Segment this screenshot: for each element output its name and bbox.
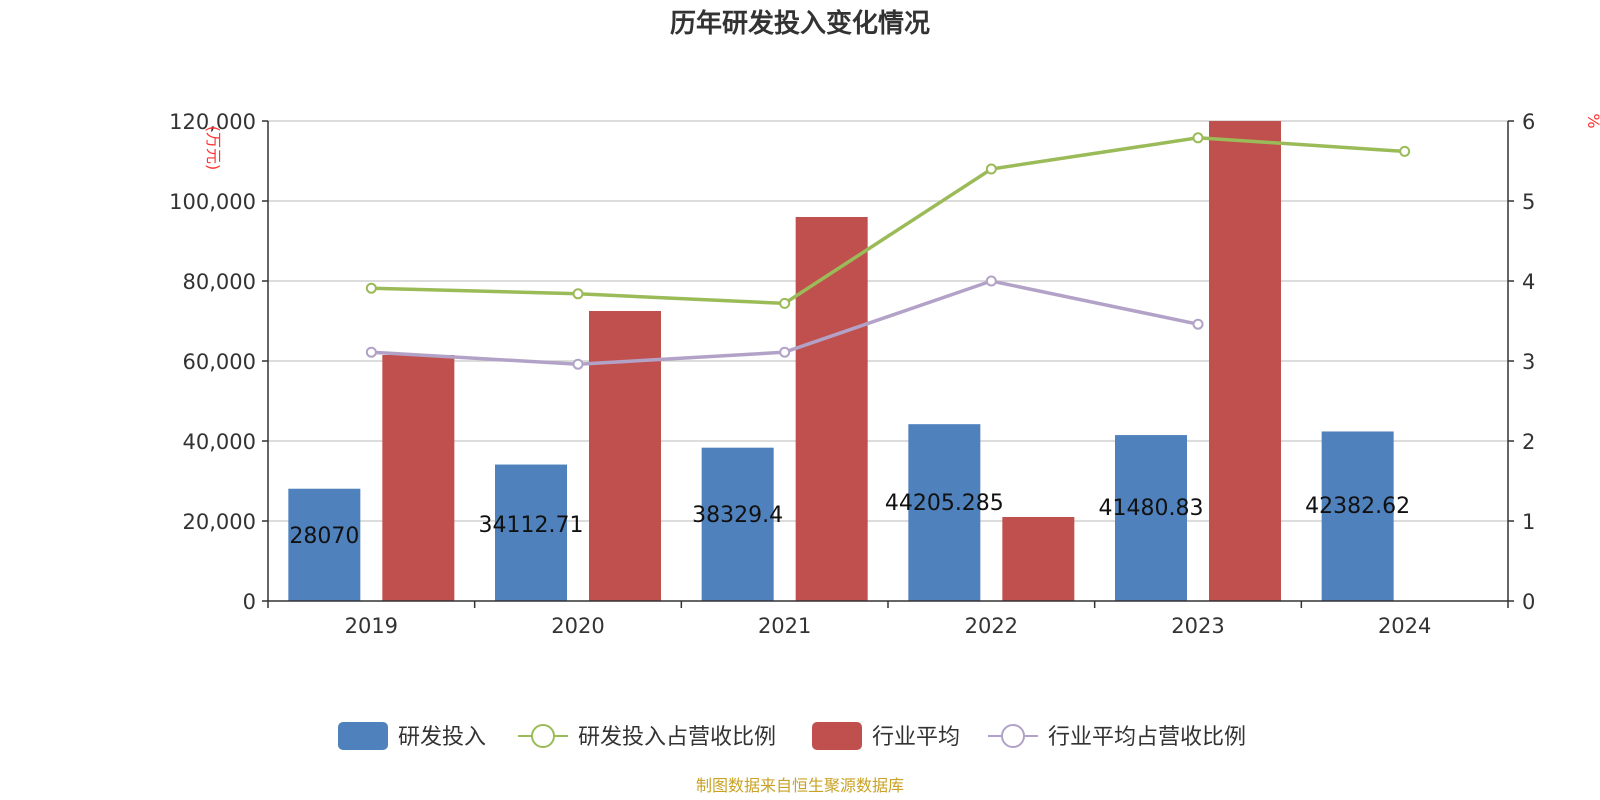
bar-data-label: 28070 — [289, 524, 359, 549]
point-行业平均占营收比例 — [985, 275, 997, 287]
legend-label: 行业平均 — [872, 725, 960, 750]
point-研发投入占营收比例 — [1399, 145, 1411, 157]
legend-label: 研发投入占营收比例 — [578, 725, 776, 750]
y-left-tick-label: 80,000 — [183, 270, 256, 294]
bar-行业平均 — [382, 355, 455, 601]
bar-研发投入 — [1321, 431, 1394, 601]
bar-data-label: 42382.62 — [1305, 494, 1410, 519]
point-研发投入占营收比例 — [365, 282, 377, 294]
y-right-tick-label: 2 — [1522, 430, 1535, 454]
bar-行业平均 — [1209, 121, 1281, 601]
legend-swatch — [812, 722, 862, 750]
x-tick-label: 2022 — [965, 614, 1018, 638]
y-right-tick-label: 0 — [1522, 590, 1535, 614]
y-right-tick-label: 6 — [1522, 110, 1535, 134]
y-left-tick-label: 20,000 — [183, 510, 256, 534]
y-right-tick-label: 3 — [1522, 350, 1535, 374]
x-tick-label: 2020 — [551, 614, 604, 638]
bar-研发投入 — [701, 447, 774, 601]
y-left-tick-label: 60,000 — [183, 350, 256, 374]
bars — [288, 121, 1394, 601]
y-left-tick-label: 100,000 — [169, 190, 256, 214]
point-行业平均占营收比例 — [365, 346, 377, 358]
bar-研发投入 — [288, 488, 361, 601]
bar-data-label: 34112.71 — [479, 513, 584, 538]
y-right-tick-label: 4 — [1522, 270, 1535, 294]
legend-label: 研发投入 — [398, 725, 486, 750]
y-left-tick-label: 40,000 — [183, 430, 256, 454]
chart-title: 历年研发投入变化情况 — [670, 8, 930, 39]
y-right-tick-label: 5 — [1522, 190, 1535, 214]
point-研发投入占营收比例 — [985, 163, 997, 175]
x-tick-label: 2023 — [1171, 614, 1224, 638]
bar-data-label: 41480.83 — [1099, 496, 1204, 521]
point-研发投入占营收比例 — [1192, 132, 1204, 144]
point-行业平均占营收比例 — [1192, 318, 1204, 330]
x-tick-label: 2021 — [758, 614, 811, 638]
x-tick-label: 2024 — [1378, 614, 1431, 638]
y-right-unit: % — [1584, 113, 1600, 128]
data-labels: 28070 34112.71 38329.4 44205.285 41480.83 423… — [289, 491, 1410, 549]
y-left-tick-label: 0 — [243, 590, 256, 614]
x-tick-label: 2019 — [345, 614, 398, 638]
bar-研发投入 — [1115, 435, 1187, 601]
point-研发投入占营收比例 — [572, 288, 584, 300]
bar-data-label: 44205.285 — [885, 491, 1004, 516]
point-行业平均占营收比例 — [779, 346, 791, 358]
bar-行业平均 — [795, 217, 868, 601]
legend-swatch — [338, 722, 388, 750]
y-left-tick-label: 120,000 — [169, 110, 256, 134]
legend-swatch-marker — [531, 724, 555, 748]
y-left-unit: (万元) — [204, 126, 223, 171]
axes: 0 20,000 40,000 60,000 80,000 100,000 120,000 0… — [169, 110, 1535, 638]
bar-研发投入 — [908, 424, 981, 601]
source-note: 制图数据来自恒生聚源数据库 — [696, 776, 904, 795]
grid — [268, 120, 1508, 522]
point-行业平均占营收比例 — [572, 358, 584, 370]
bar-行业平均 — [1002, 517, 1075, 601]
bar-研发投入 — [495, 464, 567, 601]
lines — [365, 132, 1411, 370]
line-研发投入占营收比例 — [371, 136, 1405, 306]
y-right-tick-label: 1 — [1522, 510, 1535, 534]
legend-swatch-marker — [1001, 724, 1025, 748]
bar-data-label: 38329.4 — [692, 503, 783, 528]
bar-行业平均 — [589, 311, 661, 601]
legend-label: 行业平均占营收比例 — [1048, 725, 1246, 750]
point-研发投入占营收比例 — [779, 297, 791, 309]
legend: 研发投入 研发投入占营收比例 行业平均 行业平均占营收比例 — [338, 722, 1246, 750]
